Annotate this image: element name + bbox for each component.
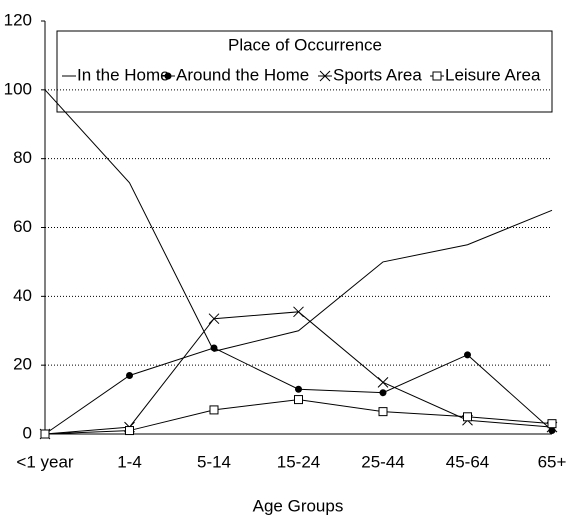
data-point [208,313,220,325]
y-tick-label: 0 [23,423,32,442]
y-tick-label: 80 [13,148,32,167]
data-point [126,371,133,379]
y-tick-label: 20 [13,355,32,374]
data-point [295,385,302,393]
y-tick-label: 100 [4,79,32,98]
x-tick-label: 45-64 [446,452,489,471]
data-point [209,405,219,415]
series-line [44,399,553,435]
legend-label: Around the Home [176,65,309,84]
series-line [44,89,553,352]
x-tick-label: <1 year [16,452,74,471]
data-point [125,426,134,436]
data-point [293,306,304,318]
data-point [377,377,389,388]
data-point [378,407,388,417]
legend-marker [164,72,172,80]
x-tick-label: 65+ [538,452,567,471]
x-tick-label: 1-4 [117,452,142,471]
legend-marker [319,70,331,82]
x-tick-label: 25-44 [361,452,404,471]
data-point [464,351,471,359]
legend-marker [432,71,442,81]
x-axis-label: Age Groups [253,496,344,515]
y-tick-label: 40 [13,286,32,305]
y-tick-label: 120 [4,10,32,29]
x-tick-label: 15-24 [277,452,320,471]
legend-label: Leisure Area [445,65,541,84]
legend-label: In the Home [77,65,170,84]
legend-label: Sports Area [333,65,422,84]
data-point [379,389,387,397]
x-tick-label: 5-14 [197,452,231,471]
legend-box [56,30,553,113]
legend-title: Place of Occurrence [228,35,382,54]
data-point [463,412,472,422]
data-point [547,419,557,429]
data-point [210,344,218,352]
data-point [294,395,303,405]
data-point [40,429,50,439]
y-tick-label: 60 [13,217,32,236]
